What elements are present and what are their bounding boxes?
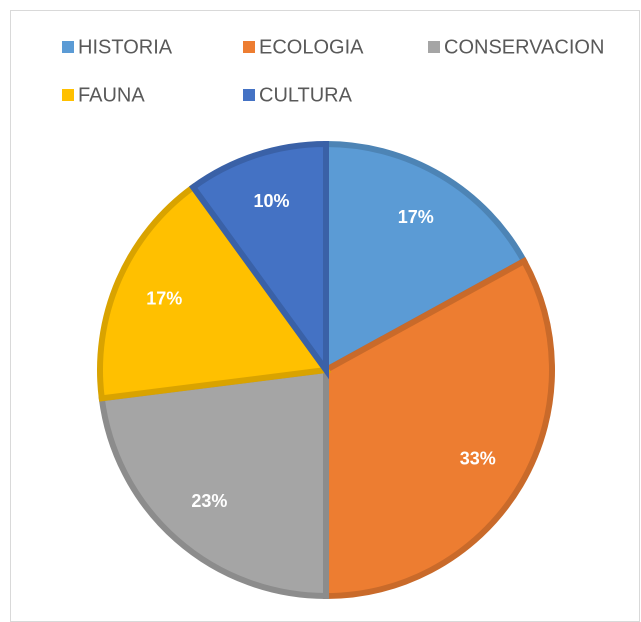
pie-slice [323, 257, 555, 600]
legend-label: HISTORIA [78, 36, 173, 58]
legend-label: CONSERVACION [444, 36, 604, 58]
legend-label: FAUNA [78, 84, 145, 106]
data-label: 23% [191, 491, 227, 511]
data-label: 10% [254, 191, 290, 211]
legend-swatch [62, 41, 74, 53]
pie-slice [98, 366, 329, 600]
data-label: 33% [460, 448, 496, 468]
legend-label: CULTURA [259, 84, 353, 106]
data-label: 17% [146, 289, 182, 309]
legend-label: ECOLOGIA [259, 36, 364, 58]
pie-slice [97, 182, 332, 402]
legend-swatch [428, 41, 440, 53]
pie-slice [188, 140, 329, 380]
legend-swatch [243, 41, 255, 53]
data-label: 17% [398, 207, 434, 227]
legend-swatch [243, 89, 255, 101]
legend-swatch [62, 89, 74, 101]
pie-slice [323, 140, 529, 376]
